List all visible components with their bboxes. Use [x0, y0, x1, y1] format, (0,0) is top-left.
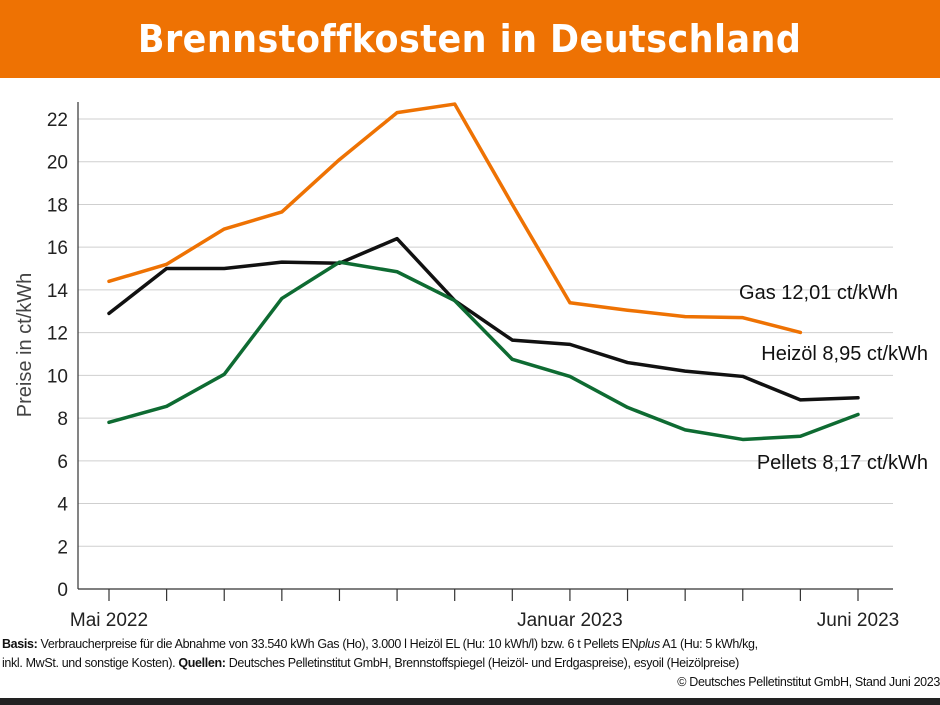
- data-point-heizoel: [856, 396, 860, 400]
- basis-text-2: A1 (Hu: 5 kWh/kg,: [659, 637, 758, 651]
- data-point-pellets: [453, 299, 457, 303]
- x-tick-label: Mai 2022: [70, 610, 148, 630]
- bottom-rule: [0, 698, 940, 705]
- y-tick-label: 16: [47, 238, 68, 259]
- data-point-gas: [510, 202, 514, 206]
- data-point-pellets: [280, 296, 284, 300]
- y-tick-label: 2: [57, 537, 68, 558]
- footnote-basis: Basis: Verbraucherpreise für die Abnahme…: [2, 637, 940, 651]
- series-label-pellets: Pellets 8,17 ct/kWh: [757, 452, 928, 474]
- data-point-heizoel: [626, 361, 630, 365]
- copyright: © Deutsches Pelletinstitut GmbH, Stand J…: [677, 675, 940, 689]
- data-point-pellets: [798, 434, 802, 438]
- basis-text: Verbraucherpreise für die Abnahme von 33…: [37, 637, 639, 651]
- data-point-gas: [798, 330, 802, 334]
- data-point-heizoel: [280, 260, 284, 264]
- basis-label: Basis:: [2, 637, 38, 651]
- data-point-gas: [107, 279, 111, 283]
- data-point-heizoel: [683, 369, 687, 373]
- y-tick-label: 20: [47, 153, 68, 174]
- series-label-heizoel: Heizöl 8,95 ct/kWh: [761, 343, 928, 365]
- y-tick-label: 4: [57, 495, 68, 516]
- data-point-gas: [453, 102, 457, 106]
- data-point-heizoel: [510, 338, 514, 342]
- y-tick-label: 18: [47, 195, 68, 216]
- data-point-pellets: [222, 372, 226, 376]
- data-point-pellets: [626, 405, 630, 409]
- data-point-pellets: [856, 412, 860, 416]
- data-point-gas: [222, 227, 226, 231]
- x-tick-label: Januar 2023: [517, 610, 623, 630]
- basis-plus: plus: [638, 637, 660, 651]
- data-point-pellets: [395, 270, 399, 274]
- chart-title: Brennstoffkosten in Deutschland: [138, 17, 802, 61]
- data-point-gas: [683, 315, 687, 319]
- data-point-pellets: [683, 428, 687, 432]
- data-point-heizoel: [741, 374, 745, 378]
- basis-text-3: inkl. MwSt. und sonstige Kosten).: [2, 656, 179, 670]
- series-line-pellets: [107, 260, 860, 442]
- data-point-heizoel: [568, 342, 572, 346]
- data-point-heizoel: [165, 267, 169, 271]
- data-point-pellets: [337, 260, 341, 264]
- title-bar: Brennstoffkosten in Deutschland: [0, 0, 940, 78]
- y-axis-label: Preise in ct/kWh: [14, 273, 36, 417]
- data-point-pellets: [568, 374, 572, 378]
- series-line-heizoel: [107, 236, 860, 402]
- data-point-gas: [395, 111, 399, 115]
- data-point-pellets: [107, 420, 111, 424]
- data-point-pellets: [510, 357, 514, 361]
- data-point-heizoel: [395, 237, 399, 241]
- data-point-pellets: [165, 404, 169, 408]
- footnote-sources: inkl. MwSt. und sonstige Kosten). Quelle…: [2, 656, 940, 670]
- quellen-text: Deutsches Pelletinstitut GmbH, Brennstof…: [225, 656, 740, 670]
- data-point-heizoel: [222, 267, 226, 271]
- data-point-gas: [165, 262, 169, 266]
- line-chart: 0 2 4 6 8 10 12 14 16 18 20 22 Mai 2022 Januar 2023 Ju…: [14, 102, 928, 630]
- y-tick-label: 8: [57, 409, 68, 430]
- y-tick-label: 6: [57, 452, 68, 473]
- y-tick-label: 0: [57, 580, 68, 601]
- y-tick-label: 12: [47, 324, 68, 345]
- data-point-gas: [741, 316, 745, 320]
- data-point-heizoel: [798, 398, 802, 402]
- y-tick-label: 14: [47, 281, 69, 302]
- x-tick-label: Juni 2023: [817, 610, 899, 630]
- quellen-label: Quellen:: [178, 656, 226, 670]
- y-tick-label: 10: [47, 366, 68, 387]
- data-point-gas: [337, 158, 341, 162]
- y-tick-label: 22: [47, 110, 68, 131]
- data-point-gas: [568, 301, 572, 305]
- data-point-gas: [626, 308, 630, 312]
- data-point-gas: [280, 210, 284, 214]
- data-point-pellets: [741, 437, 745, 441]
- data-point-heizoel: [107, 311, 111, 315]
- series-label-gas: Gas 12,01 ct/kWh: [739, 282, 898, 304]
